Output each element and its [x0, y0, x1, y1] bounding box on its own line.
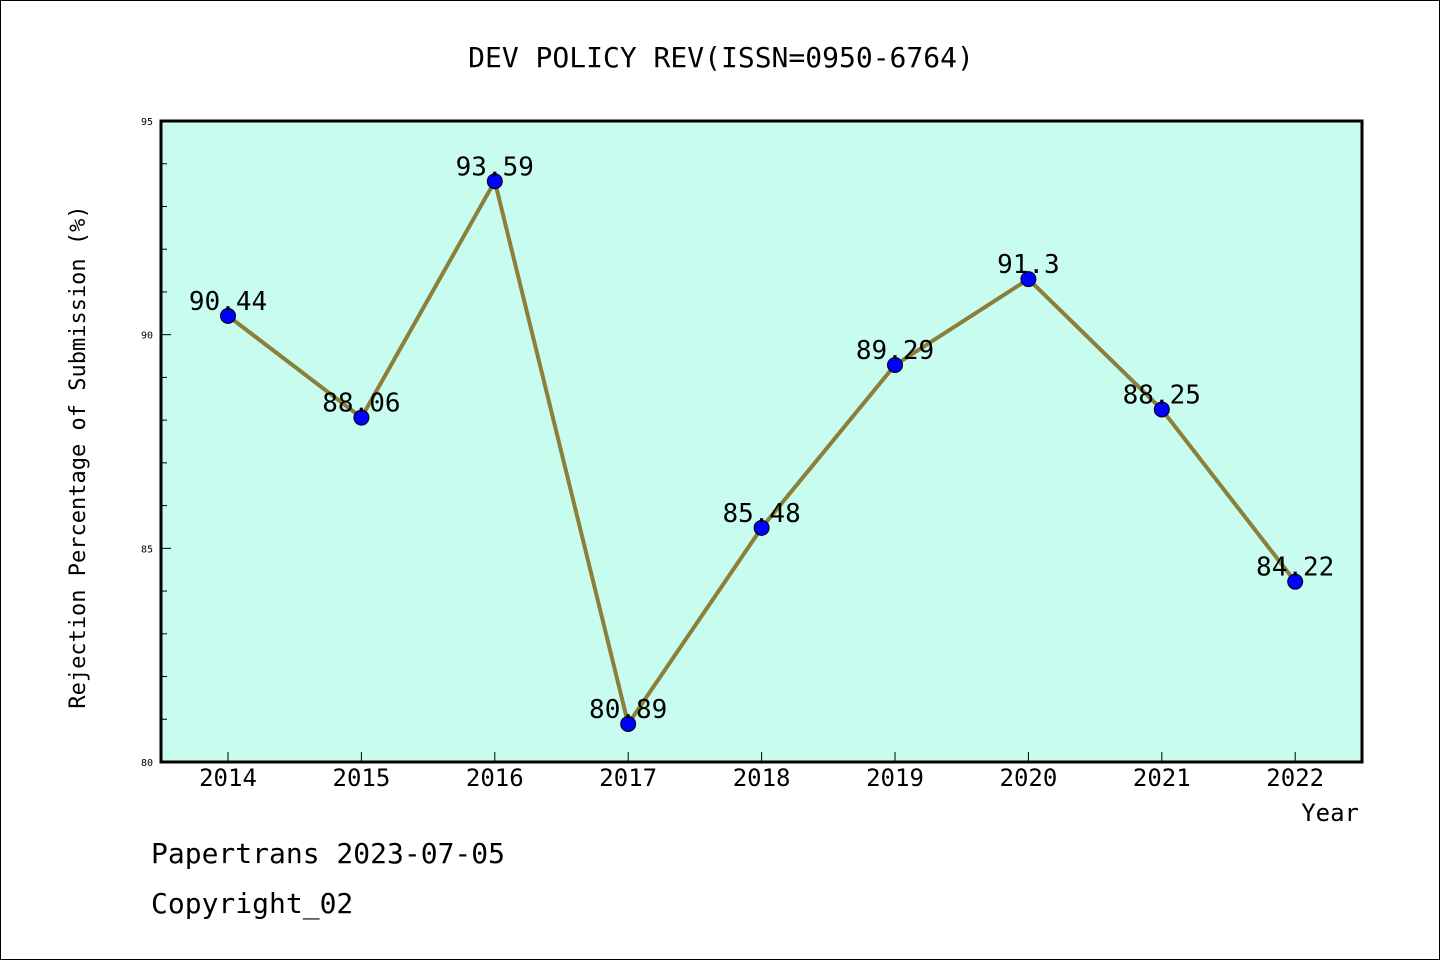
x-tick-label: 2017 — [599, 764, 657, 792]
data-label: 88.06 — [322, 389, 400, 419]
data-point-marker — [1020, 271, 1037, 288]
data-point-marker — [353, 409, 370, 426]
footer-date: Papertrans 2023-07-05 — [151, 837, 505, 870]
data-label: 85.48 — [722, 499, 800, 529]
data-label: 91.3 — [997, 250, 1060, 280]
y-axis-label: Rejection Percentage of Submission (%) — [66, 205, 91, 708]
data-point-marker — [753, 519, 770, 536]
data-label: 89.29 — [856, 336, 934, 366]
data-label: 93.59 — [456, 152, 534, 182]
data-label: 88.25 — [1123, 380, 1201, 410]
y-tick-label: 80 — [141, 758, 153, 769]
data-point-marker — [486, 173, 503, 190]
x-tick-label: 2015 — [333, 764, 391, 792]
x-tick-label: 2021 — [1133, 764, 1191, 792]
data-label: 84.22 — [1256, 553, 1334, 583]
data-label: 90.44 — [189, 287, 267, 317]
x-tick-label: 2020 — [1000, 764, 1058, 792]
data-series — [220, 173, 1304, 732]
data-labels: 90.44 88.06 93.59 80.89 85.48 89.29 91.3 88.25 8… — [189, 152, 1334, 725]
x-tick-label: 2018 — [733, 764, 791, 792]
y-tick-label: 90 — [141, 331, 153, 342]
x-axis-label: Year — [1301, 799, 1359, 827]
y-tick-label: 95 — [141, 117, 153, 128]
footer-copyright: Copyright_02 — [151, 887, 353, 921]
data-point-marker — [220, 307, 236, 324]
x-tick-label: 2016 — [466, 764, 524, 792]
data-label: 80.89 — [589, 695, 667, 725]
y-tick-label: 85 — [141, 544, 153, 555]
plot-area — [161, 121, 1362, 762]
x-tick-label: 2022 — [1266, 764, 1324, 792]
data-point-marker — [620, 715, 637, 732]
x-tick-label: 2019 — [866, 764, 924, 792]
x-tick-label: 2014 — [199, 764, 257, 792]
data-point-marker — [1287, 573, 1304, 590]
chart-title: DEV POLICY REV(ISSN=0950-6764) — [468, 41, 974, 74]
data-point-marker — [1153, 401, 1170, 418]
plot-frame — [159, 119, 1364, 764]
x-axis: 2014 2015 2016 2017 2018 2019 2020 2021 2022 — [199, 752, 1324, 792]
data-point-marker — [887, 357, 903, 374]
